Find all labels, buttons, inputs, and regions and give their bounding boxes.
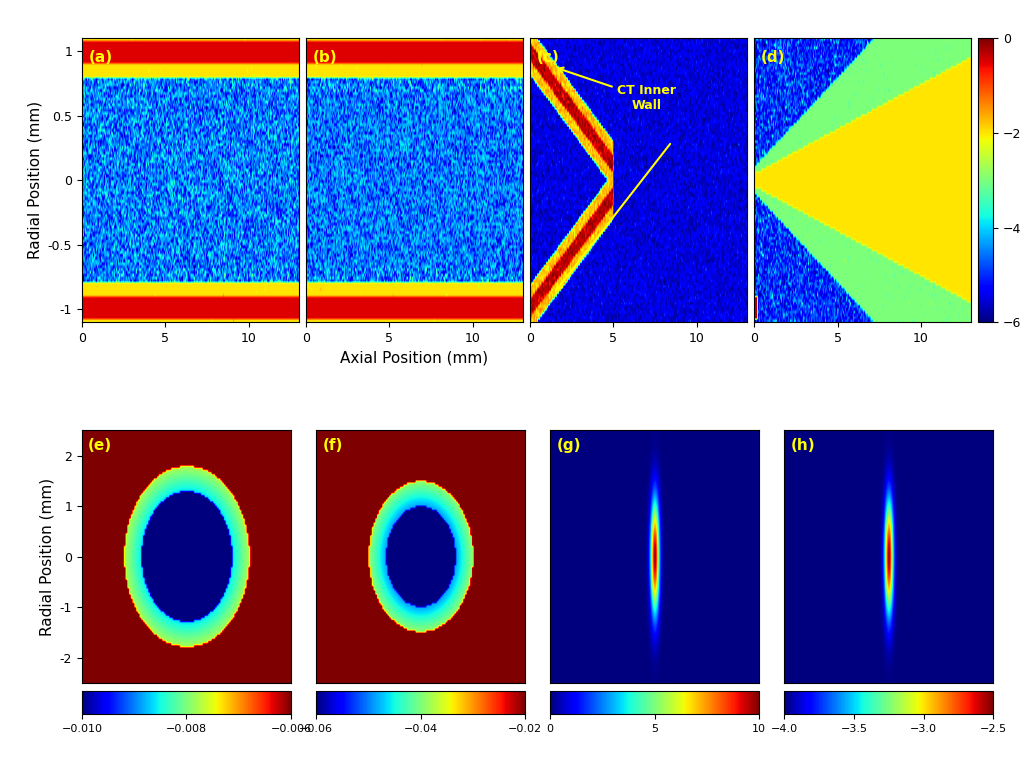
Text: CT Inner
Wall: CT Inner Wall [558,68,676,112]
Text: (d): (d) [761,50,785,65]
Y-axis label: Radial Position (mm): Radial Position (mm) [28,101,42,260]
Text: (c): (c) [537,50,559,65]
Text: (f): (f) [323,438,343,453]
X-axis label: Axial Position (mm): Axial Position (mm) [340,351,488,366]
Text: (b): (b) [312,50,337,65]
Y-axis label: Radial Position (mm): Radial Position (mm) [39,478,54,636]
Text: (h): (h) [791,438,815,453]
Text: (a): (a) [88,50,113,65]
Text: (g): (g) [556,438,581,453]
Text: (e): (e) [88,438,113,453]
